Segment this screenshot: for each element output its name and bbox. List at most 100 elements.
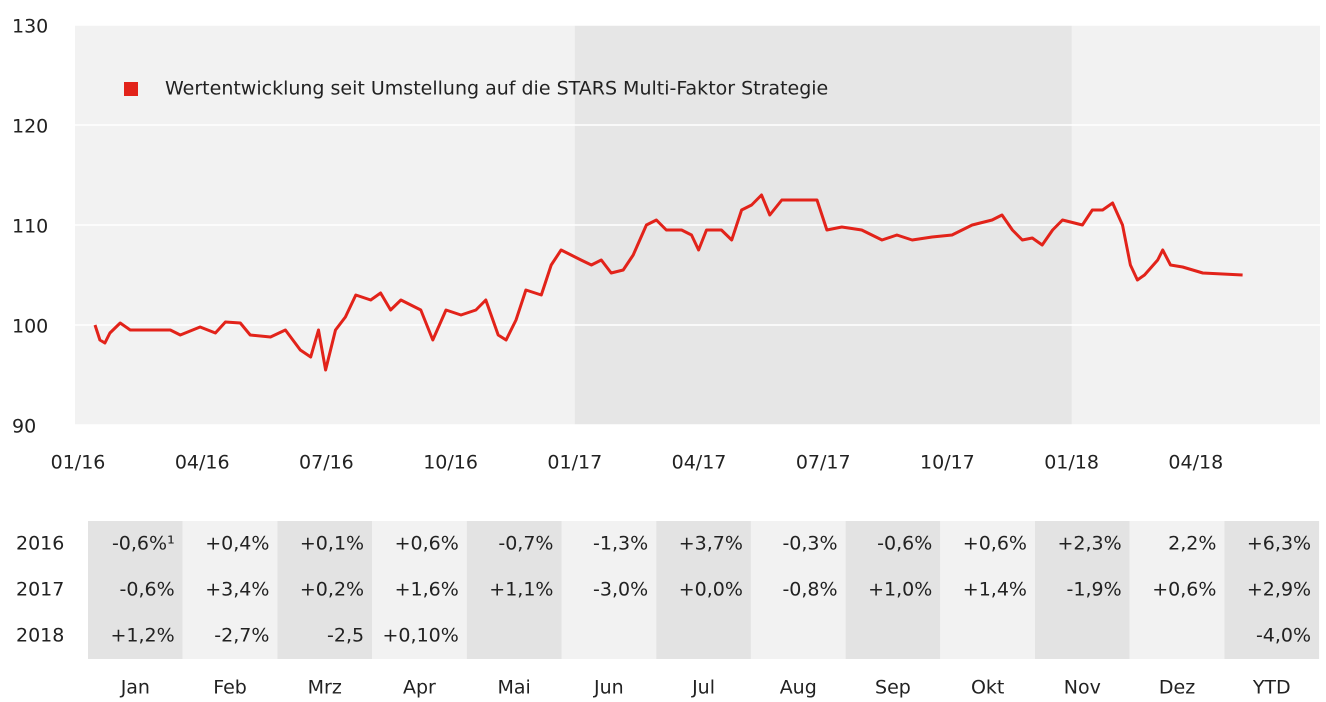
column-label: Mai xyxy=(497,677,530,699)
cell-background xyxy=(750,613,846,659)
cell-background xyxy=(277,567,373,613)
cell-background xyxy=(466,521,562,567)
y-tick-label: 100 xyxy=(12,316,48,338)
row-label: 2016 xyxy=(16,533,64,555)
cell-background xyxy=(656,521,751,567)
cell-background xyxy=(656,567,751,613)
x-tick-label: 10/16 xyxy=(423,452,478,474)
cell-background xyxy=(1129,567,1225,613)
cell: +2,9% xyxy=(1247,579,1311,601)
cell-background xyxy=(750,521,846,567)
cell-background xyxy=(466,613,562,659)
cell-background xyxy=(1224,613,1320,659)
cell-background xyxy=(88,567,183,613)
column-label: Dez xyxy=(1159,677,1195,699)
cell-background xyxy=(1224,521,1320,567)
cell: -1,9% xyxy=(1067,579,1122,601)
column-label: YTD xyxy=(1252,677,1291,699)
cell-background xyxy=(182,613,278,659)
cell-background xyxy=(940,567,1035,613)
cell: +1,1% xyxy=(489,579,553,601)
x-tick-label: 04/17 xyxy=(672,452,727,474)
table: 2016 -0,6%¹ +0,4% +0,1% +0,6% -0,7% -1,3% +3,7%… xyxy=(16,521,1320,699)
cell: +2,3% xyxy=(1057,533,1121,555)
cell-background xyxy=(182,521,278,567)
cell-background xyxy=(1224,567,1320,613)
y-tick-label: 130 xyxy=(12,16,48,38)
x-tick-label: 07/16 xyxy=(299,452,354,474)
cell-background xyxy=(466,567,562,613)
cell-background xyxy=(277,521,373,567)
row-label: 2017 xyxy=(16,579,64,601)
cell-background xyxy=(845,613,941,659)
cell: -3,0% xyxy=(593,579,648,601)
cell-background xyxy=(940,613,1035,659)
y-tick-label: 120 xyxy=(12,116,48,138)
x-tick-label: 01/16 xyxy=(51,452,106,474)
column-label: Apr xyxy=(403,677,436,699)
cell: +6,3% xyxy=(1247,533,1311,555)
cell: -0,7% xyxy=(498,533,553,555)
cell-background xyxy=(1129,613,1225,659)
column-label: Okt xyxy=(971,677,1004,699)
cell-background xyxy=(182,567,278,613)
cell-background xyxy=(372,613,467,659)
cell-background xyxy=(845,567,941,613)
x-tick-label: 10/17 xyxy=(920,452,975,474)
x-tick-label: 01/17 xyxy=(547,452,602,474)
line xyxy=(93,193,1243,372)
cell: +0,10% xyxy=(383,625,459,647)
cell: +0,0% xyxy=(679,579,743,601)
cell-background xyxy=(561,567,657,613)
y-tick-label: 110 xyxy=(12,216,48,238)
cell-background xyxy=(88,613,183,659)
cell: +0,4% xyxy=(205,533,269,555)
legend-label: Wertentwicklung seit Umstellung auf die … xyxy=(165,78,828,100)
column-label: Jan xyxy=(120,677,150,699)
cell-background xyxy=(372,567,467,613)
column-label: Jun xyxy=(593,677,624,699)
cell: -0,6% xyxy=(877,533,932,555)
cell-background xyxy=(656,613,751,659)
cell-background xyxy=(561,613,657,659)
column-label: Sep xyxy=(875,677,911,699)
cell: +3,4% xyxy=(205,579,269,601)
column-label: Mrz xyxy=(308,677,342,699)
cell: -4,0% xyxy=(1256,625,1311,647)
cell-background xyxy=(277,613,373,659)
cell-background xyxy=(88,521,183,567)
cell: +0,6% xyxy=(395,533,459,555)
column-label: Jul xyxy=(691,677,715,699)
cell-background xyxy=(1035,521,1130,567)
cell: -0,3% xyxy=(782,533,837,555)
cell-background xyxy=(940,521,1035,567)
column-label: Nov xyxy=(1064,677,1101,699)
x-tick-label: 04/16 xyxy=(175,452,230,474)
cell: +0,2% xyxy=(300,579,364,601)
x-tick-label: 04/18 xyxy=(1168,452,1223,474)
cell: -0,6%¹ xyxy=(112,533,175,555)
cell-background xyxy=(845,521,941,567)
cell-background xyxy=(1035,613,1130,659)
x-tick-label: 07/17 xyxy=(796,452,851,474)
cell: +0,6% xyxy=(1152,579,1216,601)
column-label: Aug xyxy=(780,677,817,699)
cell: 2,2% xyxy=(1168,533,1216,555)
cell-background xyxy=(1129,521,1225,567)
cell-background xyxy=(561,521,657,567)
cell: +1,0% xyxy=(868,579,932,601)
cell: -1,3% xyxy=(593,533,648,555)
cell: +1,6% xyxy=(395,579,459,601)
cell: -0,6% xyxy=(120,579,175,601)
cell-background xyxy=(750,567,846,613)
cell-background xyxy=(372,521,467,567)
cell: +0,6% xyxy=(963,533,1027,555)
cell: +3,7% xyxy=(679,533,743,555)
chart: 90 100 110 120 130 01/16 04/16 07/16 10/16 01/17 0… xyxy=(12,16,1320,474)
cell-background xyxy=(1035,567,1130,613)
cell: -2,7% xyxy=(214,625,269,647)
column-label: Feb xyxy=(213,677,247,699)
row-label: 2018 xyxy=(16,625,64,647)
legend-swatch xyxy=(124,82,138,96)
